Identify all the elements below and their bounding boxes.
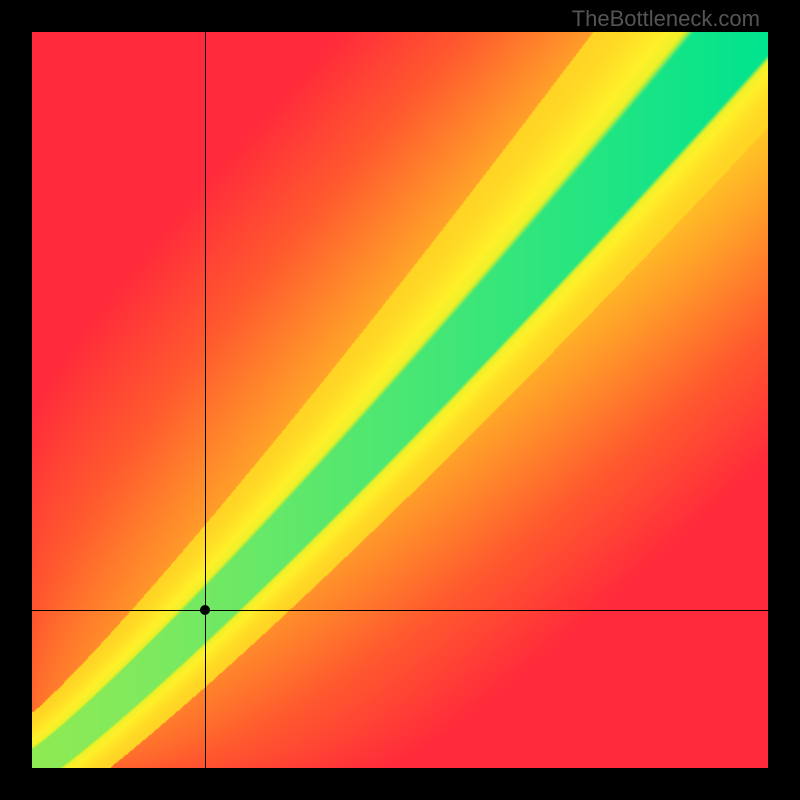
marker-dot bbox=[200, 605, 210, 615]
crosshair-vertical bbox=[205, 32, 206, 768]
watermark-text: TheBottleneck.com bbox=[572, 6, 760, 32]
bottleneck-heatmap bbox=[32, 32, 768, 768]
crosshair-horizontal bbox=[32, 610, 768, 611]
